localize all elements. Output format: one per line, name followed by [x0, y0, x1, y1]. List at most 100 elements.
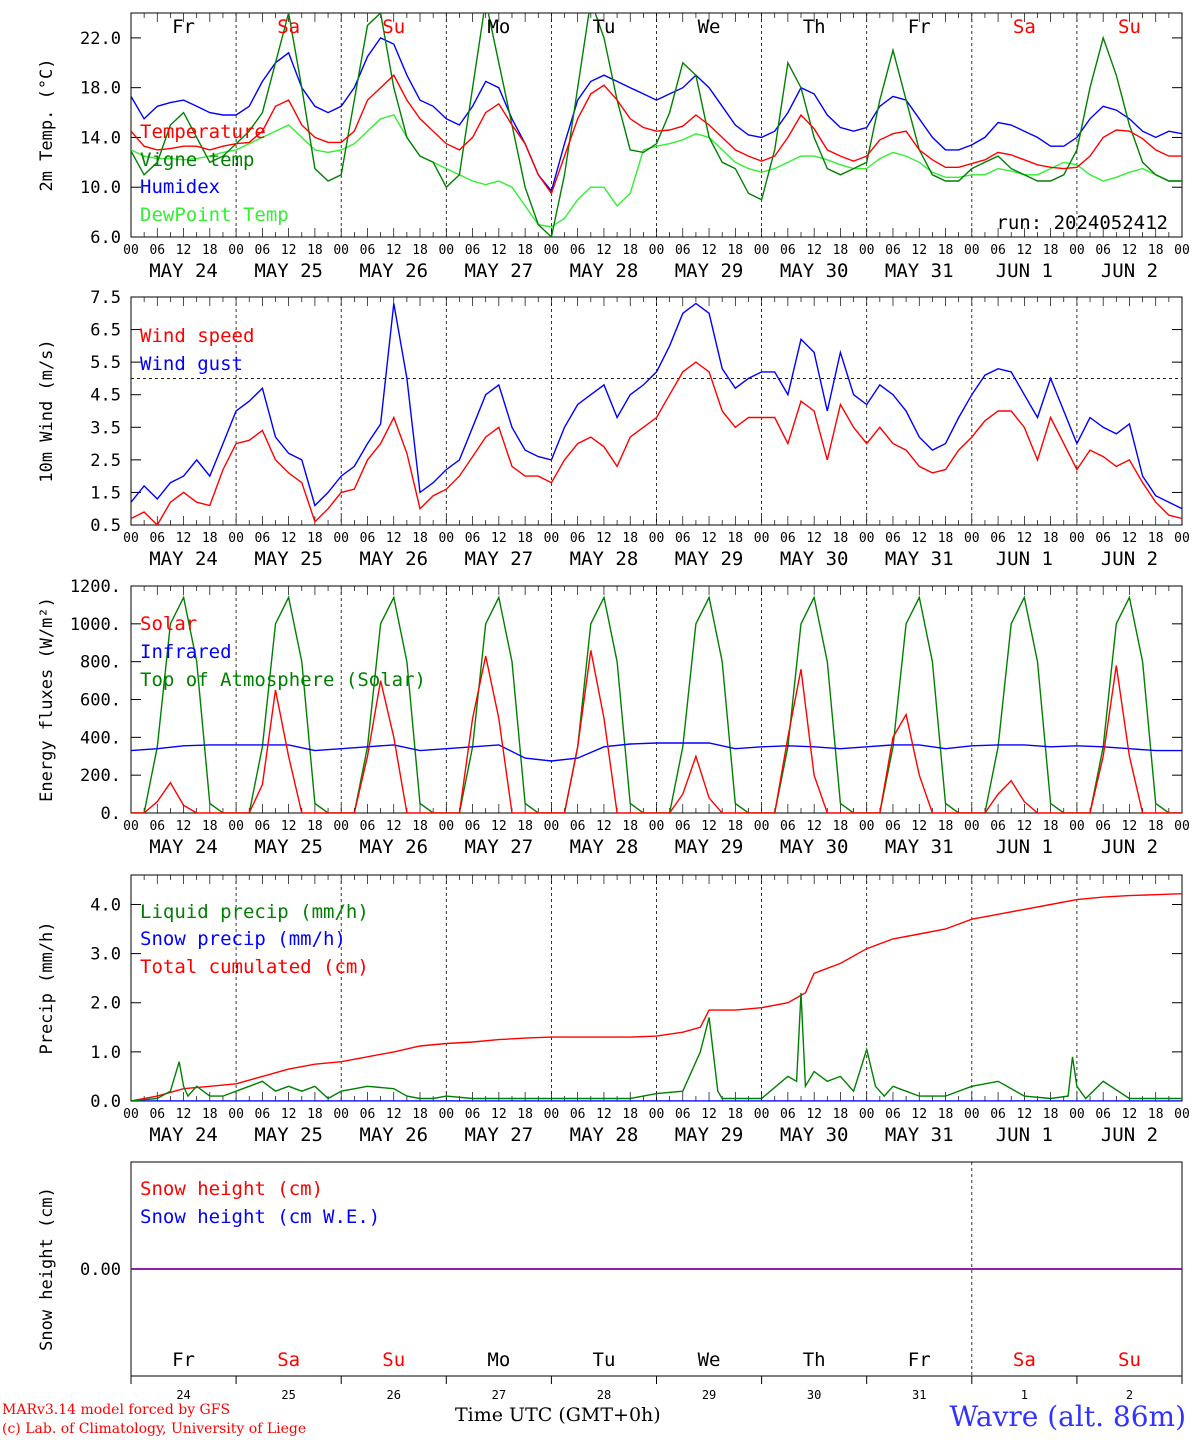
- energy-date-label: MAY 28: [570, 836, 639, 858]
- day-number-label: 24: [176, 1388, 190, 1402]
- wind-series-wind-gust: [131, 302, 1182, 510]
- wind-hour-label: 18: [833, 531, 849, 546]
- energy-ytick-label: 1000.: [70, 615, 121, 635]
- energy-hour-label: 00: [964, 819, 980, 834]
- precip-hour-label: 00: [964, 1107, 980, 1122]
- weekday-label-bottom: Su: [382, 1349, 405, 1371]
- wind-legend-item: Wind gust: [140, 353, 243, 375]
- energy-hour-label: 18: [622, 819, 638, 834]
- temperature-series-dewpoint-temp: [131, 114, 1182, 228]
- energy-hour-label: 00: [1069, 819, 1085, 834]
- temperature-legend-item: Humidex: [140, 176, 220, 198]
- temperature-hour-label: 18: [833, 243, 849, 258]
- temperature-ytick-label: 6.0: [90, 228, 121, 248]
- wind-hour-label: 00: [228, 531, 244, 546]
- energy-hour-label: 12: [1017, 819, 1033, 834]
- station-name: Wavre (alt. 86m): [949, 1400, 1186, 1433]
- temperature-date-label: JUN 1: [996, 260, 1053, 282]
- precip-legend-item: Liquid precip (mm/h): [140, 901, 369, 923]
- energy-hour-label: 18: [727, 819, 743, 834]
- precip-hour-label: 00: [544, 1107, 560, 1122]
- wind-hour-label: 18: [622, 531, 638, 546]
- precip-hour-label: 00: [649, 1107, 665, 1122]
- energy-hour-label: 18: [938, 819, 954, 834]
- energy-hour-label: 06: [675, 819, 691, 834]
- day-number-label: 1: [1021, 1388, 1028, 1402]
- wind-hour-label: 18: [1148, 531, 1164, 546]
- precip-date-label: MAY 24: [149, 1124, 218, 1146]
- wind-hour-label: 00: [754, 531, 770, 546]
- wind-hour-label: 18: [412, 531, 428, 546]
- temperature-hour-label: 00: [333, 243, 349, 258]
- precip-hour-label: 18: [202, 1107, 218, 1122]
- wind-hour-label: 06: [780, 531, 796, 546]
- energy-ytick-label: 1200.: [70, 577, 121, 597]
- precip-series-liquid-precip-mm-h-: [131, 992, 1182, 1101]
- temperature-hour-label: 12: [176, 243, 192, 258]
- weekday-label-top: Sa: [277, 16, 300, 38]
- weekday-label-bottom: Th: [803, 1349, 826, 1371]
- energy-hour-label: 12: [1122, 819, 1138, 834]
- wind-hour-label: 00: [333, 531, 349, 546]
- energy-hour-label: 06: [465, 819, 481, 834]
- energy-hour-label: 00: [754, 819, 770, 834]
- energy-legend-item: Top of Atmosphere (Solar): [140, 669, 426, 691]
- precip-hour-label: 00: [438, 1107, 454, 1122]
- temperature-ytick-label: 22.0: [80, 29, 121, 49]
- wind-hour-label: 12: [491, 531, 507, 546]
- wind-hour-label: 06: [255, 531, 271, 546]
- day-number-label: 30: [807, 1388, 821, 1402]
- wind-hour-label: 00: [544, 531, 560, 546]
- energy-hour-label: 06: [1095, 819, 1111, 834]
- precip-hour-label: 18: [1043, 1107, 1059, 1122]
- wind-hour-label: 12: [386, 531, 402, 546]
- wind-hour-label: 00: [1069, 531, 1085, 546]
- wind-hour-label: 06: [149, 531, 165, 546]
- wind-hour-label: 00: [964, 531, 980, 546]
- energy-hour-label: 00: [859, 819, 875, 834]
- energy-hour-label: 06: [255, 819, 271, 834]
- temperature-hour-label: 12: [386, 243, 402, 258]
- wind-hour-label: 18: [517, 531, 533, 546]
- weekday-label-bottom: Mo: [487, 1349, 510, 1371]
- temperature-date-label: MAY 26: [359, 260, 428, 282]
- wind-hour-label: 12: [701, 531, 717, 546]
- temperature-hour-label: 18: [1043, 243, 1059, 258]
- snow-legend-item: Snow height (cm W.E.): [140, 1206, 380, 1228]
- energy-date-label: JUN 1: [996, 836, 1053, 858]
- temperature-hour-label: 12: [1017, 243, 1033, 258]
- temperature-hour-label: 00: [964, 243, 980, 258]
- temperature-hour-label: 00: [754, 243, 770, 258]
- wind-date-label: JUN 2: [1101, 548, 1158, 570]
- precip-ytick-label: 0.0: [90, 1092, 121, 1112]
- energy-hour-label: 12: [281, 819, 297, 834]
- weekday-label-bottom: Fr: [172, 1349, 195, 1371]
- energy-series-top-of-atmosphere-solar-: [131, 595, 1182, 813]
- wind-hour-label: 00: [649, 531, 665, 546]
- temperature-hour-label: 00: [438, 243, 454, 258]
- wind-hour-label: 18: [727, 531, 743, 546]
- precip-hour-label: 12: [386, 1107, 402, 1122]
- energy-ytick-label: 200.: [80, 766, 121, 786]
- wind-date-label: MAY 29: [675, 548, 744, 570]
- wind-hour-label: 06: [675, 531, 691, 546]
- energy-hour-label: 00: [649, 819, 665, 834]
- energy-hour-label: 12: [701, 819, 717, 834]
- wind-ytick-label: 3.5: [90, 418, 121, 438]
- temperature-hour-label: 12: [701, 243, 717, 258]
- temperature-series-vigne-temp: [131, 13, 1182, 237]
- day-number-label: 25: [281, 1388, 295, 1402]
- energy-hour-label: 12: [596, 819, 612, 834]
- temperature-ytick-label: 14.0: [80, 128, 121, 148]
- temperature-date-label: MAY 25: [254, 260, 323, 282]
- precip-hour-label: 12: [176, 1107, 192, 1122]
- wind-date-label: MAY 30: [780, 548, 849, 570]
- temperature-legend-item: Vigne temp: [140, 149, 254, 171]
- wind-hour-label: 06: [1095, 531, 1111, 546]
- precip-hour-label: 06: [360, 1107, 376, 1122]
- temperature-hour-label: 00: [649, 243, 665, 258]
- precip-ytick-label: 1.0: [90, 1043, 121, 1063]
- precip-hour-label: 06: [570, 1107, 586, 1122]
- wind-hour-label: 18: [938, 531, 954, 546]
- precip-hour-label: 12: [701, 1107, 717, 1122]
